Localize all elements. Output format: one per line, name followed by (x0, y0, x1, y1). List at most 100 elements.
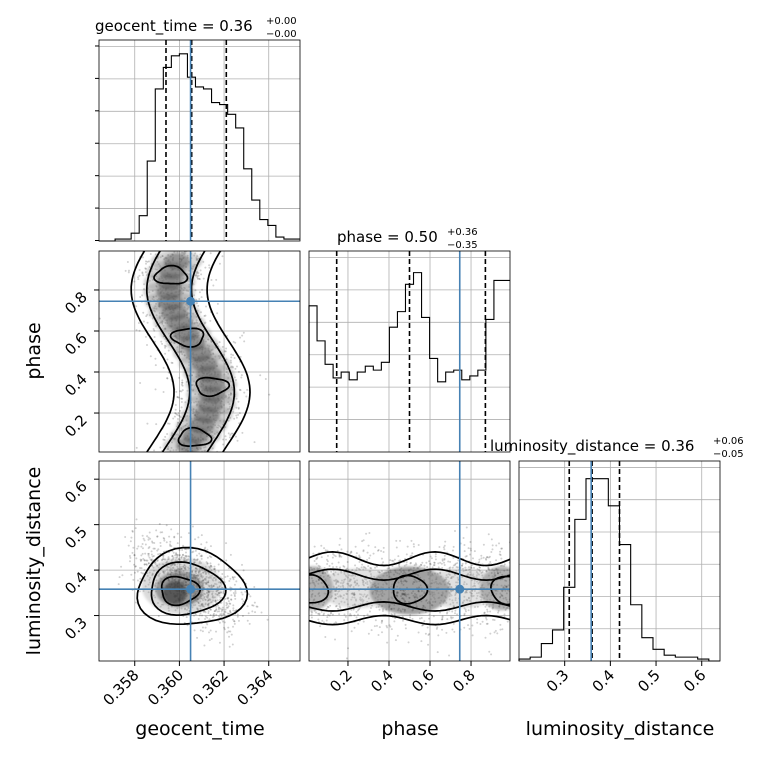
sample-point (452, 622, 455, 625)
sample-point (326, 562, 329, 565)
sample-point (483, 612, 486, 615)
sample-point (452, 564, 455, 567)
sample-point (227, 600, 230, 603)
sample-point (316, 557, 319, 560)
sample-point (248, 622, 251, 625)
sample-point (327, 613, 330, 616)
sample-point (162, 366, 165, 369)
sample-point (176, 396, 179, 399)
sample-point (447, 560, 450, 563)
sample-point (391, 559, 394, 562)
sample-point (157, 548, 160, 551)
sample-point (443, 558, 446, 561)
sample-point (226, 631, 229, 634)
xtick-label: 0.364 (233, 666, 276, 709)
sample-point (421, 561, 424, 564)
sample-point (228, 579, 231, 582)
sample-point (264, 377, 267, 380)
sample-point (471, 557, 474, 560)
sample-point (451, 549, 454, 552)
sample-point (426, 626, 429, 629)
sample-point (169, 544, 172, 547)
sample-point (168, 422, 171, 425)
sample-point (480, 557, 483, 560)
sample-point (363, 614, 366, 617)
sample-point (354, 545, 357, 548)
sample-point (196, 275, 199, 278)
contour-line (130, 251, 251, 452)
sample-point (145, 267, 148, 270)
sample-point (148, 545, 151, 548)
panel-1-2 (309, 461, 510, 661)
sample-point (322, 612, 325, 615)
sample-point (217, 570, 220, 573)
ytick-label: 0.6 (61, 477, 91, 507)
sample-point (135, 305, 138, 308)
sample-point (340, 548, 343, 551)
sample-point (443, 564, 446, 567)
sample-point (331, 556, 334, 559)
sample-point (238, 412, 241, 415)
sample-point (362, 549, 365, 552)
sample-point (209, 319, 212, 322)
sample-point (377, 634, 380, 637)
sample-point (139, 558, 142, 561)
sample-point (350, 608, 353, 611)
sample-point (244, 590, 247, 593)
sample-point (313, 609, 316, 612)
sample-point (424, 632, 427, 635)
sample-point (147, 562, 150, 565)
xlabel-luminosity-distance: luminosity_distance (526, 718, 715, 740)
sample-point (210, 278, 213, 281)
sample-point (260, 611, 263, 614)
sample-point (242, 600, 245, 603)
sample-point (134, 527, 137, 530)
sample-point (380, 570, 383, 573)
sample-point (215, 605, 218, 608)
sample-point (171, 555, 174, 558)
sample-point (437, 634, 440, 637)
sample-point (499, 554, 502, 557)
sample-point (324, 549, 327, 552)
sample-point (227, 432, 230, 435)
sample-point (137, 545, 140, 548)
sample-point (318, 612, 321, 615)
sample-point (152, 327, 155, 330)
sample-point (141, 256, 144, 259)
contour-line (309, 568, 510, 612)
truth-marker (186, 296, 196, 306)
sample-point (235, 365, 238, 368)
sample-point (213, 610, 216, 613)
sample-point (354, 564, 357, 567)
sample-point (393, 620, 396, 623)
sample-point (322, 613, 325, 616)
sample-point (148, 556, 151, 559)
density-layer (141, 558, 222, 614)
sample-point (162, 557, 165, 560)
sample-point (367, 632, 370, 635)
sample-point (359, 556, 362, 559)
sample-point (136, 579, 139, 582)
density-blob (318, 568, 399, 609)
sample-point (231, 366, 234, 369)
sample-point (157, 615, 160, 618)
sample-point (198, 552, 201, 555)
panel-frame (98, 250, 301, 453)
sample-point (134, 601, 137, 604)
sample-point (241, 598, 244, 601)
sample-point (489, 610, 492, 613)
sample-point (479, 623, 482, 626)
sample-point (478, 566, 481, 569)
sample-point (370, 629, 373, 632)
sample-point (146, 321, 149, 324)
sample-point (204, 615, 207, 618)
sample-point (137, 276, 140, 279)
sample-point (242, 569, 245, 572)
sample-point (243, 391, 246, 394)
sample-point (355, 610, 358, 613)
sample-point (469, 549, 472, 552)
sample-point (218, 641, 221, 644)
sample-point (207, 611, 210, 614)
sample-point (205, 541, 208, 544)
sample-point (167, 556, 170, 559)
